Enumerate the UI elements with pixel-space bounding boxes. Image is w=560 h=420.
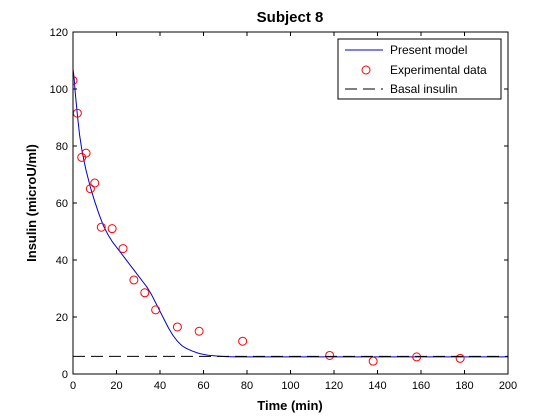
x-axis-label: Time (min)	[257, 398, 323, 413]
data-point	[325, 350, 335, 360]
x-tick-label: 180	[455, 380, 473, 392]
data-point	[140, 288, 150, 298]
y-tick-label: 100	[50, 84, 68, 96]
data-point	[194, 326, 204, 336]
data-point	[238, 336, 248, 346]
data-point	[172, 322, 182, 332]
model-curve	[73, 68, 508, 358]
y-tick-label: 20	[56, 312, 68, 324]
legend: Present model Experimental data Basal in…	[337, 38, 502, 100]
data-point	[151, 305, 161, 315]
legend-label-basal-insulin: Basal insulin	[390, 82, 457, 96]
data-point	[96, 222, 106, 232]
data-point	[368, 356, 378, 366]
x-tick-label: 100	[281, 380, 299, 392]
y-tick-label: 60	[56, 198, 68, 210]
data-point	[129, 275, 139, 285]
x-tick-label: 120	[325, 380, 343, 392]
x-tick-label: 80	[241, 380, 253, 392]
x-tick-label: 200	[499, 380, 517, 392]
chart-title: Subject 8	[257, 9, 324, 26]
x-tick-label: 160	[412, 380, 430, 392]
data-point	[412, 352, 422, 362]
y-tick-label: 40	[56, 255, 68, 267]
legend-swatch-experimental-data	[361, 65, 371, 75]
y-tick-label: 80	[56, 141, 68, 153]
data-point	[107, 224, 117, 234]
x-tick-label: 20	[110, 380, 122, 392]
data-point	[81, 148, 91, 158]
legend-label-experimental-data: Experimental data	[390, 63, 487, 77]
data-point	[73, 75, 78, 85]
legend-label-present-model: Present model	[390, 43, 467, 57]
x-tick-label: 140	[368, 380, 386, 392]
x-tick-label: 0	[70, 380, 76, 392]
y-axis-label: Insulin (microU/ml)	[24, 144, 39, 262]
data-point	[118, 244, 128, 254]
data-point	[455, 353, 465, 363]
y-tick-label: 120	[50, 27, 68, 39]
data-point	[90, 178, 100, 188]
data-point	[85, 184, 95, 194]
x-tick-label: 60	[197, 380, 209, 392]
x-tick-label: 40	[154, 380, 166, 392]
y-tick-label: 0	[62, 369, 68, 381]
